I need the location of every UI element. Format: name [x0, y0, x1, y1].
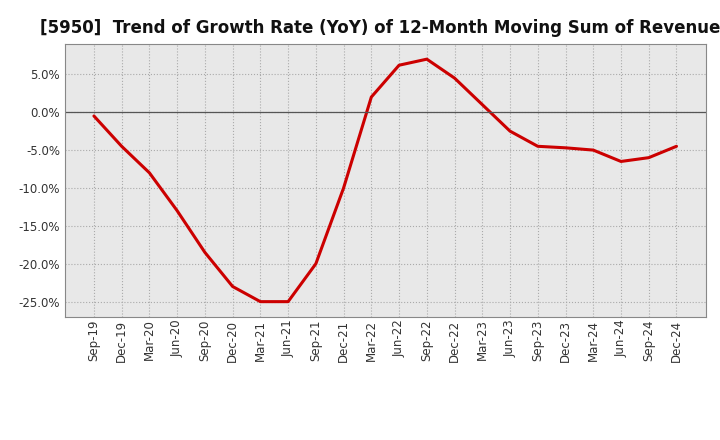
Title: [5950]  Trend of Growth Rate (YoY) of 12-Month Moving Sum of Revenues: [5950] Trend of Growth Rate (YoY) of 12-… [40, 19, 720, 37]
